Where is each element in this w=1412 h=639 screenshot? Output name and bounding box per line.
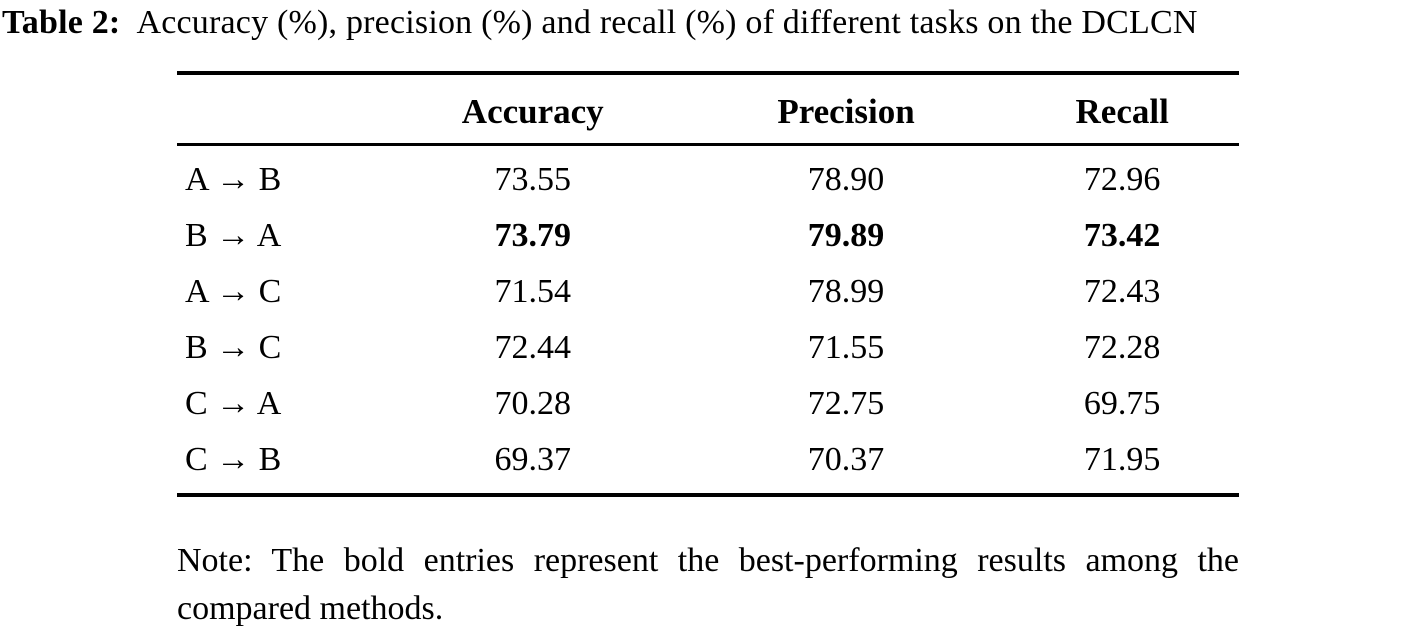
table-row: B → A 73.79 79.89 73.42 bbox=[177, 208, 1239, 264]
cell-precision: 72.75 bbox=[807, 385, 885, 422]
cell-task: A → B bbox=[185, 161, 282, 198]
cell-task: B → A bbox=[185, 217, 282, 254]
table-row: B → C 72.44 71.55 72.28 bbox=[177, 320, 1239, 376]
header-accuracy: Accuracy bbox=[378, 73, 687, 146]
cell-recall: 73.42 bbox=[1083, 217, 1161, 254]
header-recall: Recall bbox=[1005, 73, 1239, 146]
table-note: Note: The bold entries represent the bes… bbox=[177, 542, 1239, 628]
cell-recall: 72.43 bbox=[1083, 273, 1161, 310]
cell-precision: 79.89 bbox=[807, 217, 885, 254]
cell-precision: 71.55 bbox=[807, 329, 885, 366]
table-row: A → B 73.55 78.90 72.96 bbox=[177, 145, 1239, 209]
header-task bbox=[177, 73, 379, 146]
cell-recall: 72.28 bbox=[1083, 329, 1161, 366]
cell-task: A → C bbox=[185, 273, 282, 310]
cell-task: C → A bbox=[185, 385, 282, 422]
cell-accuracy: 69.37 bbox=[494, 441, 572, 478]
cell-accuracy: 73.79 bbox=[494, 217, 572, 254]
cell-accuracy: 72.44 bbox=[494, 329, 572, 366]
table-row: C → A 70.28 72.75 69.75 bbox=[177, 376, 1239, 432]
header-precision: Precision bbox=[686, 73, 1006, 146]
cell-task: B → C bbox=[185, 329, 282, 366]
cell-recall: 71.95 bbox=[1083, 441, 1161, 478]
table-header-row: Accuracy Precision Recall bbox=[177, 73, 1239, 146]
results-table: Accuracy Precision Recall A → B 73.55 78.9… bbox=[177, 71, 1239, 497]
table-caption: Table 2: Accuracy (%), precision (%) and … bbox=[2, 4, 1412, 42]
cell-task: C → B bbox=[185, 441, 282, 478]
cell-recall: 72.96 bbox=[1083, 161, 1161, 198]
table-row: A → C 71.54 78.99 72.43 bbox=[177, 264, 1239, 320]
table-caption-label: Table 2: bbox=[2, 4, 121, 41]
table-caption-text: Accuracy (%), precision (%) and recall (… bbox=[136, 4, 1198, 41]
cell-accuracy: 73.55 bbox=[494, 161, 572, 198]
cell-precision: 78.90 bbox=[807, 161, 885, 198]
table-row: C → B 69.37 70.37 71.95 bbox=[177, 432, 1239, 495]
cell-accuracy: 70.28 bbox=[494, 385, 572, 422]
cell-accuracy: 71.54 bbox=[494, 273, 572, 310]
cell-recall: 69.75 bbox=[1083, 385, 1161, 422]
cell-precision: 78.99 bbox=[807, 273, 885, 310]
cell-precision: 70.37 bbox=[807, 441, 885, 478]
